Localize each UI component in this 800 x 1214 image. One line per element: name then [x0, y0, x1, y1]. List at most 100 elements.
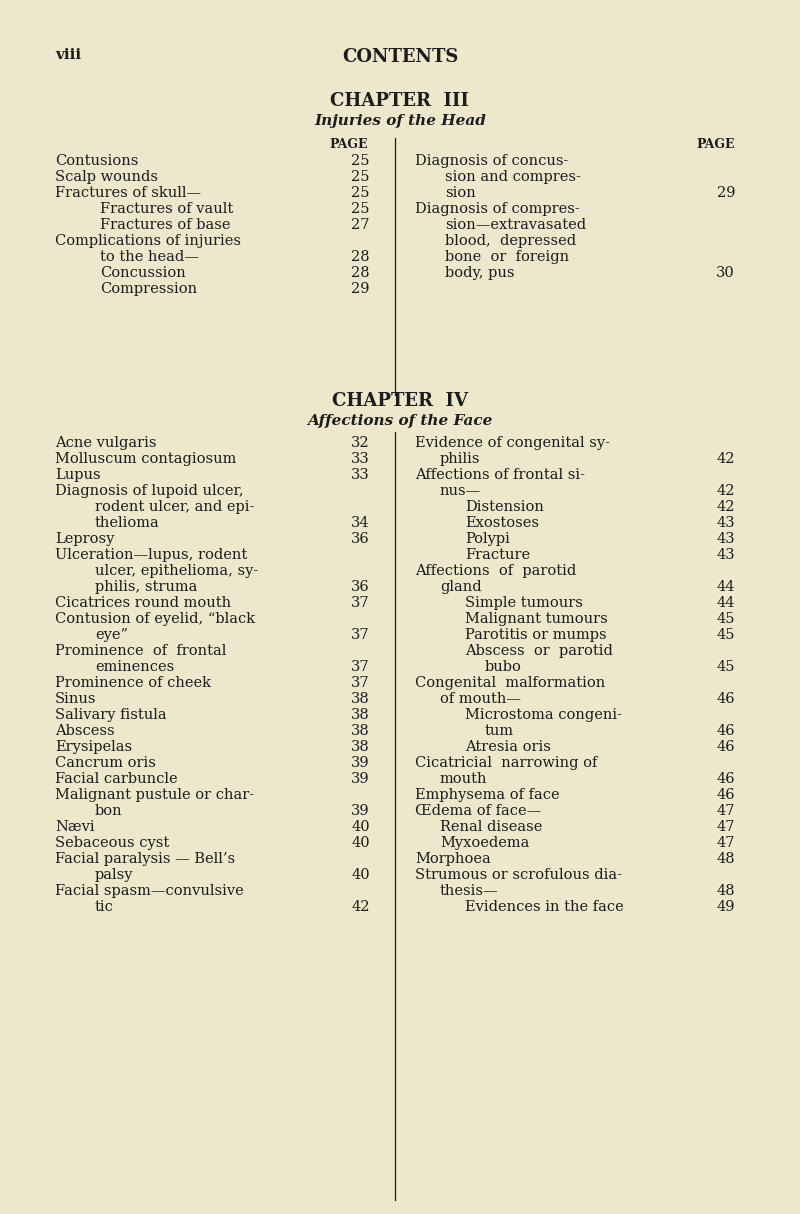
- Text: 46: 46: [716, 741, 735, 754]
- Text: 34: 34: [351, 516, 370, 531]
- Text: Diagnosis of concus-: Diagnosis of concus-: [415, 154, 568, 168]
- Text: 45: 45: [717, 612, 735, 626]
- Text: 32: 32: [351, 436, 370, 450]
- Text: Erysipelas: Erysipelas: [55, 741, 132, 754]
- Text: bubo: bubo: [485, 660, 522, 674]
- Text: 28: 28: [351, 266, 370, 280]
- Text: 28: 28: [351, 250, 370, 263]
- Text: Congenital  malformation: Congenital malformation: [415, 676, 606, 690]
- Text: Œdema of face—: Œdema of face—: [415, 804, 542, 818]
- Text: 25: 25: [351, 186, 370, 200]
- Text: Fractures of skull—: Fractures of skull—: [55, 186, 201, 200]
- Text: sion: sion: [445, 186, 476, 200]
- Text: Injuries of the Head: Injuries of the Head: [314, 114, 486, 127]
- Text: sion and compres-: sion and compres-: [445, 170, 581, 185]
- Text: 49: 49: [717, 900, 735, 914]
- Text: Ulceration—lupus, rodent: Ulceration—lupus, rodent: [55, 548, 247, 562]
- Text: 39: 39: [351, 804, 370, 818]
- Text: 43: 43: [716, 548, 735, 562]
- Text: Evidence of congenital sy-: Evidence of congenital sy-: [415, 436, 610, 450]
- Text: 39: 39: [351, 772, 370, 785]
- Text: Affections of the Face: Affections of the Face: [307, 414, 493, 429]
- Text: to the head—: to the head—: [100, 250, 199, 263]
- Text: eye”: eye”: [95, 628, 128, 642]
- Text: nus—: nus—: [440, 484, 482, 498]
- Text: tic: tic: [95, 900, 114, 914]
- Text: of mouth—: of mouth—: [440, 692, 521, 707]
- Text: 33: 33: [351, 452, 370, 466]
- Text: Acne vulgaris: Acne vulgaris: [55, 436, 157, 450]
- Text: Malignant pustule or char-: Malignant pustule or char-: [55, 788, 254, 802]
- Text: 37: 37: [351, 676, 370, 690]
- Text: 48: 48: [716, 852, 735, 866]
- Text: 42: 42: [351, 900, 370, 914]
- Text: Parotitis or mumps: Parotitis or mumps: [465, 628, 606, 642]
- Text: Leprosy: Leprosy: [55, 532, 114, 546]
- Text: bon: bon: [95, 804, 122, 818]
- Text: 38: 38: [351, 741, 370, 754]
- Text: 40: 40: [351, 836, 370, 850]
- Text: 46: 46: [716, 788, 735, 802]
- Text: Prominence  of  frontal: Prominence of frontal: [55, 643, 226, 658]
- Text: Facial carbuncle: Facial carbuncle: [55, 772, 178, 785]
- Text: 40: 40: [351, 868, 370, 883]
- Text: Concussion: Concussion: [100, 266, 186, 280]
- Text: Cicatricial  narrowing of: Cicatricial narrowing of: [415, 756, 598, 770]
- Text: 43: 43: [716, 516, 735, 531]
- Text: sion—extravasated: sion—extravasated: [445, 219, 586, 232]
- Text: 38: 38: [351, 724, 370, 738]
- Text: CONTENTS: CONTENTS: [342, 49, 458, 66]
- Text: Sebaceous cyst: Sebaceous cyst: [55, 836, 170, 850]
- Text: 39: 39: [351, 756, 370, 770]
- Text: PAGE: PAGE: [330, 138, 368, 151]
- Text: 27: 27: [351, 219, 370, 232]
- Text: 29: 29: [717, 186, 735, 200]
- Text: 38: 38: [351, 708, 370, 722]
- Text: blood,  depressed: blood, depressed: [445, 234, 576, 248]
- Text: 30: 30: [716, 266, 735, 280]
- Text: 47: 47: [717, 804, 735, 818]
- Text: thesis—: thesis—: [440, 884, 498, 898]
- Text: Atresia oris: Atresia oris: [465, 741, 551, 754]
- Text: Diagnosis of lupoid ulcer,: Diagnosis of lupoid ulcer,: [55, 484, 244, 498]
- Text: Scalp wounds: Scalp wounds: [55, 170, 158, 185]
- Text: gland: gland: [440, 580, 482, 594]
- Text: Cancrum oris: Cancrum oris: [55, 756, 156, 770]
- Text: 36: 36: [351, 580, 370, 594]
- Text: 37: 37: [351, 596, 370, 609]
- Text: philis: philis: [440, 452, 481, 466]
- Text: tum: tum: [485, 724, 514, 738]
- Text: Fractures of base: Fractures of base: [100, 219, 230, 232]
- Text: 42: 42: [717, 452, 735, 466]
- Text: viii: viii: [55, 49, 81, 62]
- Text: 46: 46: [716, 724, 735, 738]
- Text: Malignant tumours: Malignant tumours: [465, 612, 608, 626]
- Text: 46: 46: [716, 692, 735, 707]
- Text: ulcer, epithelioma, sy-: ulcer, epithelioma, sy-: [95, 565, 258, 578]
- Text: Molluscum contagiosum: Molluscum contagiosum: [55, 452, 236, 466]
- Text: 47: 47: [717, 819, 735, 834]
- Text: Simple tumours: Simple tumours: [465, 596, 583, 609]
- Text: 46: 46: [716, 772, 735, 785]
- Text: Fractures of vault: Fractures of vault: [100, 202, 234, 216]
- Text: 45: 45: [717, 660, 735, 674]
- Text: Exostoses: Exostoses: [465, 516, 539, 531]
- Text: Cicatrices round mouth: Cicatrices round mouth: [55, 596, 231, 609]
- Text: 29: 29: [351, 282, 370, 296]
- Text: Lupus: Lupus: [55, 469, 101, 482]
- Text: Affections  of  parotid: Affections of parotid: [415, 565, 576, 578]
- Text: Salivary fistula: Salivary fistula: [55, 708, 166, 722]
- Text: Sinus: Sinus: [55, 692, 97, 707]
- Text: 25: 25: [351, 202, 370, 216]
- Text: thelioma: thelioma: [95, 516, 160, 531]
- Text: Abscess: Abscess: [55, 724, 114, 738]
- Text: Facial spasm—convulsive: Facial spasm—convulsive: [55, 884, 244, 898]
- Text: 44: 44: [717, 596, 735, 609]
- Text: eminences: eminences: [95, 660, 174, 674]
- Text: 43: 43: [716, 532, 735, 546]
- Text: 37: 37: [351, 660, 370, 674]
- Text: Diagnosis of compres-: Diagnosis of compres-: [415, 202, 580, 216]
- Text: Abscess  or  parotid: Abscess or parotid: [465, 643, 613, 658]
- Text: 42: 42: [717, 500, 735, 514]
- Text: 45: 45: [717, 628, 735, 642]
